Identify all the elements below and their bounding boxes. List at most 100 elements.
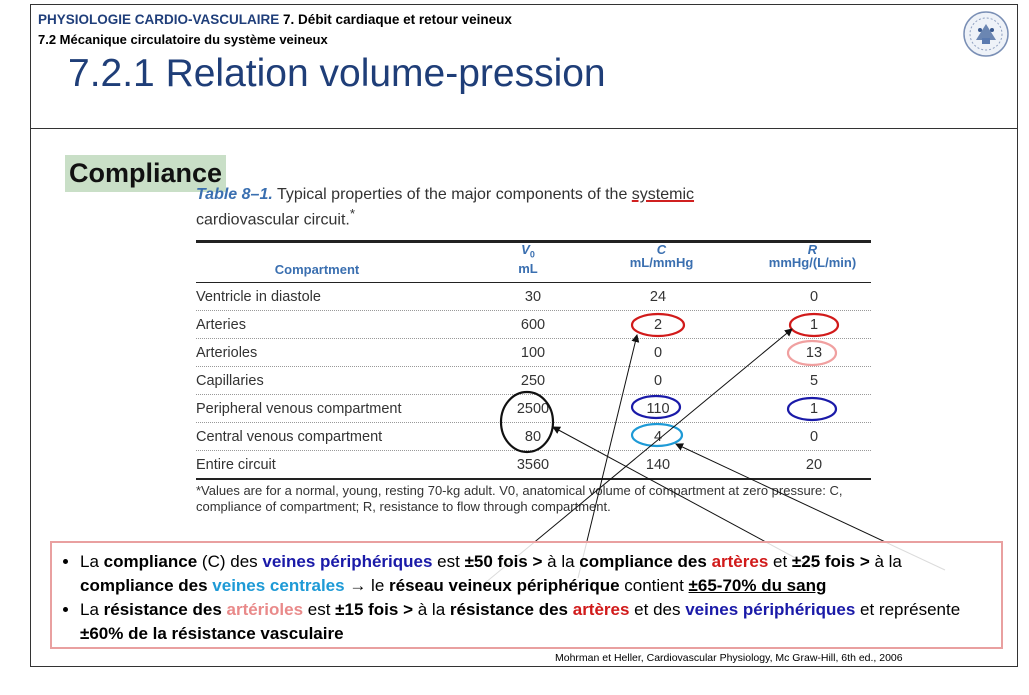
text-run: compliance des — [579, 552, 712, 571]
r-symbol: R — [807, 242, 818, 257]
table-row: Capillaries 250 0 5 — [196, 368, 871, 395]
table-row: Ventricle in diastole 30 24 0 — [196, 284, 871, 311]
subject-label: PHYSIOLOGIE CARDIO-VASCULAIRE — [38, 12, 280, 27]
row-name: Ventricle in diastole — [196, 289, 321, 305]
page-title: 7.2.1 Relation volume-pression — [68, 52, 606, 95]
text-run: contient — [619, 576, 689, 595]
text-run: à la — [413, 600, 450, 619]
text-run: artères — [572, 600, 630, 619]
row-v0: 30 — [524, 289, 542, 305]
row-c: 110 — [646, 401, 670, 417]
summary-box: La compliance (C) des veines périphériqu… — [50, 541, 1003, 649]
r-unit: mmHg/(L/min) — [768, 255, 857, 270]
text-run: est — [432, 552, 465, 571]
row-name: Arteries — [196, 317, 246, 333]
header-v0: V0 mL — [508, 243, 548, 275]
text-run: veines centrales — [212, 576, 345, 595]
text-run: et des — [629, 600, 686, 619]
citation: Mohrman et Heller, Cardiovascular Physio… — [555, 652, 903, 664]
compliance-label: Compliance — [65, 155, 227, 192]
text-run: résistance des — [103, 600, 227, 619]
row-r: 0 — [809, 289, 819, 305]
text-run: ±25 fois > — [791, 552, 870, 571]
row-c: 2 — [653, 317, 663, 333]
table-footnote: *Values are for a normal, young, resting… — [196, 483, 843, 514]
text-run: et représente — [855, 600, 961, 619]
row-c: 140 — [645, 457, 671, 473]
text-run: veines périphériques — [262, 552, 433, 571]
row-name: Central venous compartment — [196, 429, 383, 445]
caption-text-2: cardiovascular circuit. — [196, 211, 350, 229]
row-v0: 3560 — [516, 457, 550, 473]
text-run: artères — [711, 552, 769, 571]
table-row: Entire circuit 3560 140 20 — [196, 452, 871, 478]
row-v0: 80 — [524, 429, 542, 445]
text-run: (C) des — [197, 552, 263, 571]
v0-unit: mL — [518, 260, 538, 276]
table-caption: Table 8–1. Typical properties of the maj… — [196, 185, 836, 229]
row-c: 24 — [649, 289, 667, 305]
text-run: La — [80, 552, 104, 571]
chapter-label: 7. Débit cardiaque et retour veineux — [283, 12, 512, 27]
section-heading: 7.2 Mécanique circulatoire du système ve… — [38, 32, 328, 47]
row-r: 1 — [809, 401, 819, 417]
row-r: 5 — [809, 373, 819, 389]
table-row: Arteries 600 2 1 — [196, 312, 871, 339]
text-run: ±60% de la résistance vasculaire — [80, 624, 344, 643]
row-r: 13 — [805, 345, 823, 361]
row-name: Capillaries — [196, 373, 264, 389]
caption-underlined: systemic — [631, 186, 695, 203]
table-row: Peripheral venous compartment 2500 110 1 — [196, 396, 871, 423]
text-run: compliance des — [80, 576, 213, 595]
table-row: Arterioles 100 0 13 — [196, 340, 871, 367]
caption-mark: * — [349, 206, 356, 221]
row-v0: 2500 — [516, 401, 550, 417]
university-seal-icon — [963, 11, 1009, 57]
chapter-heading: PHYSIOLOGIE CARDIO-VASCULAIRE 7. Débit c… — [38, 12, 512, 27]
text-run: ±50 fois > — [464, 552, 543, 571]
text-run: résistance des — [449, 600, 573, 619]
row-r: 1 — [809, 317, 819, 333]
summary-bullet-compliance: La compliance (C) des veines périphériqu… — [80, 550, 993, 598]
header-compartment: Compartment — [274, 262, 360, 277]
c-unit: mL/mmHg — [629, 255, 694, 270]
text-run: à la — [542, 552, 580, 571]
text-run: compliance — [103, 552, 198, 571]
table-top-rule — [196, 240, 871, 243]
row-v0: 250 — [520, 373, 546, 389]
text-run: La — [80, 600, 104, 619]
row-c: 0 — [653, 345, 663, 361]
text-run: à la — [869, 552, 902, 571]
row-c: 0 — [653, 373, 663, 389]
slide-frame — [30, 4, 1018, 667]
row-name: Peripheral venous compartment — [196, 401, 402, 417]
text-run: ±15 fois > — [335, 600, 414, 619]
table-header-rule — [196, 282, 871, 283]
header-resistance: R mmHg/(L/min) — [755, 243, 870, 269]
text-run: veines périphériques — [685, 600, 856, 619]
row-c: 4 — [653, 429, 663, 445]
row-r: 20 — [805, 457, 823, 473]
row-r: 0 — [809, 429, 819, 445]
header-separator — [30, 128, 1018, 129]
summary-list: La compliance (C) des veines périphériqu… — [60, 550, 993, 646]
v0-symbol: V — [521, 242, 530, 257]
table-bottom-rule — [196, 478, 871, 480]
text-run: est — [303, 600, 336, 619]
row-v0: 100 — [520, 345, 546, 361]
text-run: → le — [344, 576, 389, 595]
summary-bullet-resistance: La résistance des artérioles est ±15 foi… — [80, 598, 993, 646]
text-run: ±65-70% du sang — [688, 576, 827, 595]
v0-subscript: 0 — [529, 249, 535, 260]
text-run: artérioles — [226, 600, 304, 619]
row-name: Entire circuit — [196, 457, 276, 473]
row-name: Arterioles — [196, 345, 258, 361]
row-v0: 600 — [520, 317, 546, 333]
table-number: Table 8–1. — [196, 186, 273, 203]
text-run: réseau veineux périphérique — [389, 576, 620, 595]
c-symbol: C — [656, 242, 667, 257]
text-run: et — [768, 552, 792, 571]
table-row: Central venous compartment 80 4 0 — [196, 424, 871, 451]
header-compliance: C mL/mmHg — [614, 243, 709, 269]
caption-text-1: Typical properties of the major componen… — [276, 186, 632, 203]
